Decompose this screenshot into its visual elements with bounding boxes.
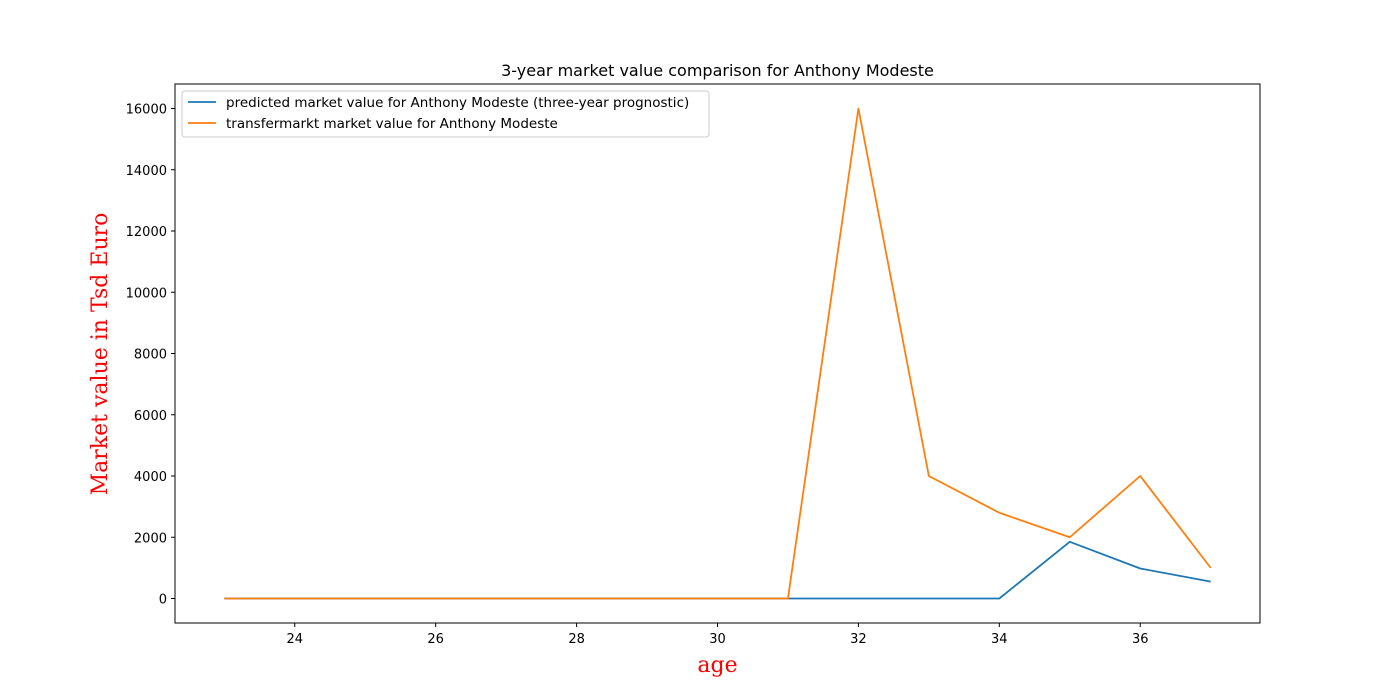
y-tick-label: 16000: [126, 103, 167, 118]
x-tick-label: 26: [427, 632, 444, 647]
x-axis-label: age: [697, 653, 737, 678]
y-tick-label: 0: [159, 593, 167, 608]
series-line-1: [224, 540, 1211, 600]
x-tick-label: 36: [1132, 632, 1149, 647]
legend-label-2: transfermarkt market value for Anthony M…: [226, 116, 558, 132]
y-axis-ticks: 0 2000 4000 6000 8000 10000 12000 14000 16000: [126, 103, 175, 608]
x-tick-label: 34: [991, 632, 1008, 647]
axes-frame: [174, 83, 1261, 624]
x-axis-ticks: 24 26 28 30 32 34 36: [286, 623, 1149, 647]
y-tick-label: 14000: [126, 164, 167, 179]
x-tick-label: 32: [850, 632, 867, 647]
y-axis-label: Market value in Tsd Euro: [88, 213, 113, 496]
y-tick-label: 8000: [134, 348, 167, 363]
legend-box: [181, 90, 710, 138]
x-tick-label: 24: [286, 632, 303, 647]
y-tick-label: 12000: [126, 225, 167, 240]
chart-title: 3-year market value comparison for Antho…: [501, 61, 934, 80]
y-tick-label: 10000: [126, 286, 167, 301]
y-tick-label: 4000: [134, 470, 167, 485]
y-tick-label: 2000: [134, 531, 167, 546]
series-line-2: [224, 107, 1212, 600]
legend: predicted market value for Anthony Modes…: [181, 90, 710, 138]
series-layer: [224, 107, 1212, 600]
x-tick-label: 28: [568, 632, 585, 647]
y-tick-label: 6000: [134, 409, 167, 424]
x-tick-label: 30: [709, 632, 726, 647]
legend-label-1: predicted market value for Anthony Modes…: [226, 95, 689, 111]
